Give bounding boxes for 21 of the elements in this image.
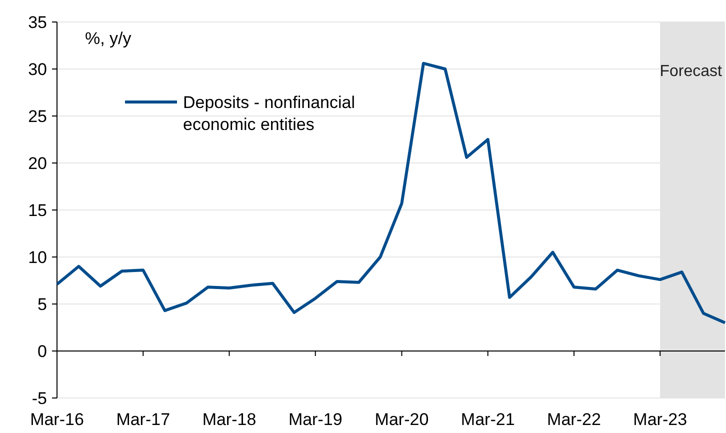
y-tick-label: 10 [28,248,47,267]
legend-label: Deposits - nonfinancial economic entities [183,92,355,134]
x-tick-label: Mar-19 [288,410,342,429]
band-label: Forecast [660,63,723,80]
x-tick-label: Mar-17 [116,410,170,429]
line-series [56,62,726,324]
y-tick-label: 35 [28,12,47,32]
x-tick-label: Mar-18 [202,410,256,429]
x-tick-label: Mar-23 [633,410,688,429]
y-tick-label: 0 [38,342,47,361]
x-tick-label: Mar-21 [460,410,515,429]
y-tick-label: 20 [28,154,47,173]
y-tick-label: 25 [28,106,47,126]
x-tick-label: Mar-20 [374,410,429,429]
y-axis-title: %, y/y [85,29,132,48]
y-tick-label: 30 [28,60,47,79]
y-tick-label: 5 [38,294,47,314]
x-tick-label: Mar-16 [30,410,84,429]
y-tick-label: 15 [28,200,47,220]
x-tick-label: Mar-22 [547,410,601,429]
y-tick-label: -5 [32,388,47,408]
